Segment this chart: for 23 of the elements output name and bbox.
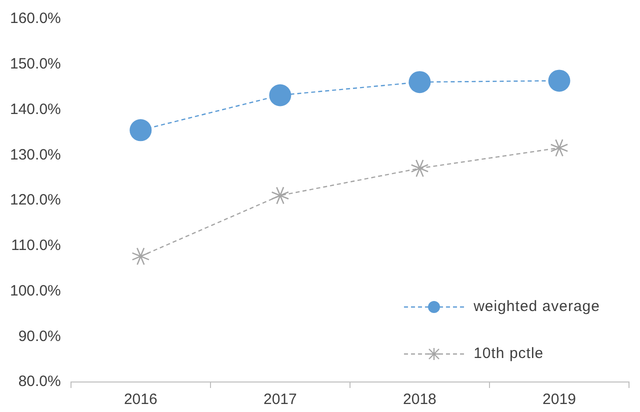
point xyxy=(548,70,570,92)
y-tick-label: 80.0% xyxy=(18,373,61,390)
point xyxy=(408,71,431,94)
point xyxy=(271,186,290,205)
x-tick-label: 2018 xyxy=(403,391,436,408)
y-tick-label: 120.0% xyxy=(10,192,61,209)
point xyxy=(550,138,568,157)
point xyxy=(410,159,429,178)
y-tick-label: 140.0% xyxy=(10,100,61,118)
point xyxy=(130,119,152,142)
point xyxy=(269,84,292,106)
y-tick-label: 110.0% xyxy=(11,237,61,254)
legend-label: weighted average xyxy=(474,298,600,315)
y-tick-label: 100.0% xyxy=(10,282,61,300)
y-tick-label: 160.0% xyxy=(10,10,61,28)
legend-label: 10th pctle xyxy=(474,345,544,362)
y-tick-label: 150.0% xyxy=(10,56,61,73)
y-tick-label: 90.0% xyxy=(18,328,61,345)
x-tick-label: 2019 xyxy=(542,391,576,408)
y-tick-label: 130.0% xyxy=(10,146,61,164)
x-tick-label: 2016 xyxy=(124,391,158,408)
x-tick-label: 2017 xyxy=(263,391,297,408)
point xyxy=(132,247,150,266)
